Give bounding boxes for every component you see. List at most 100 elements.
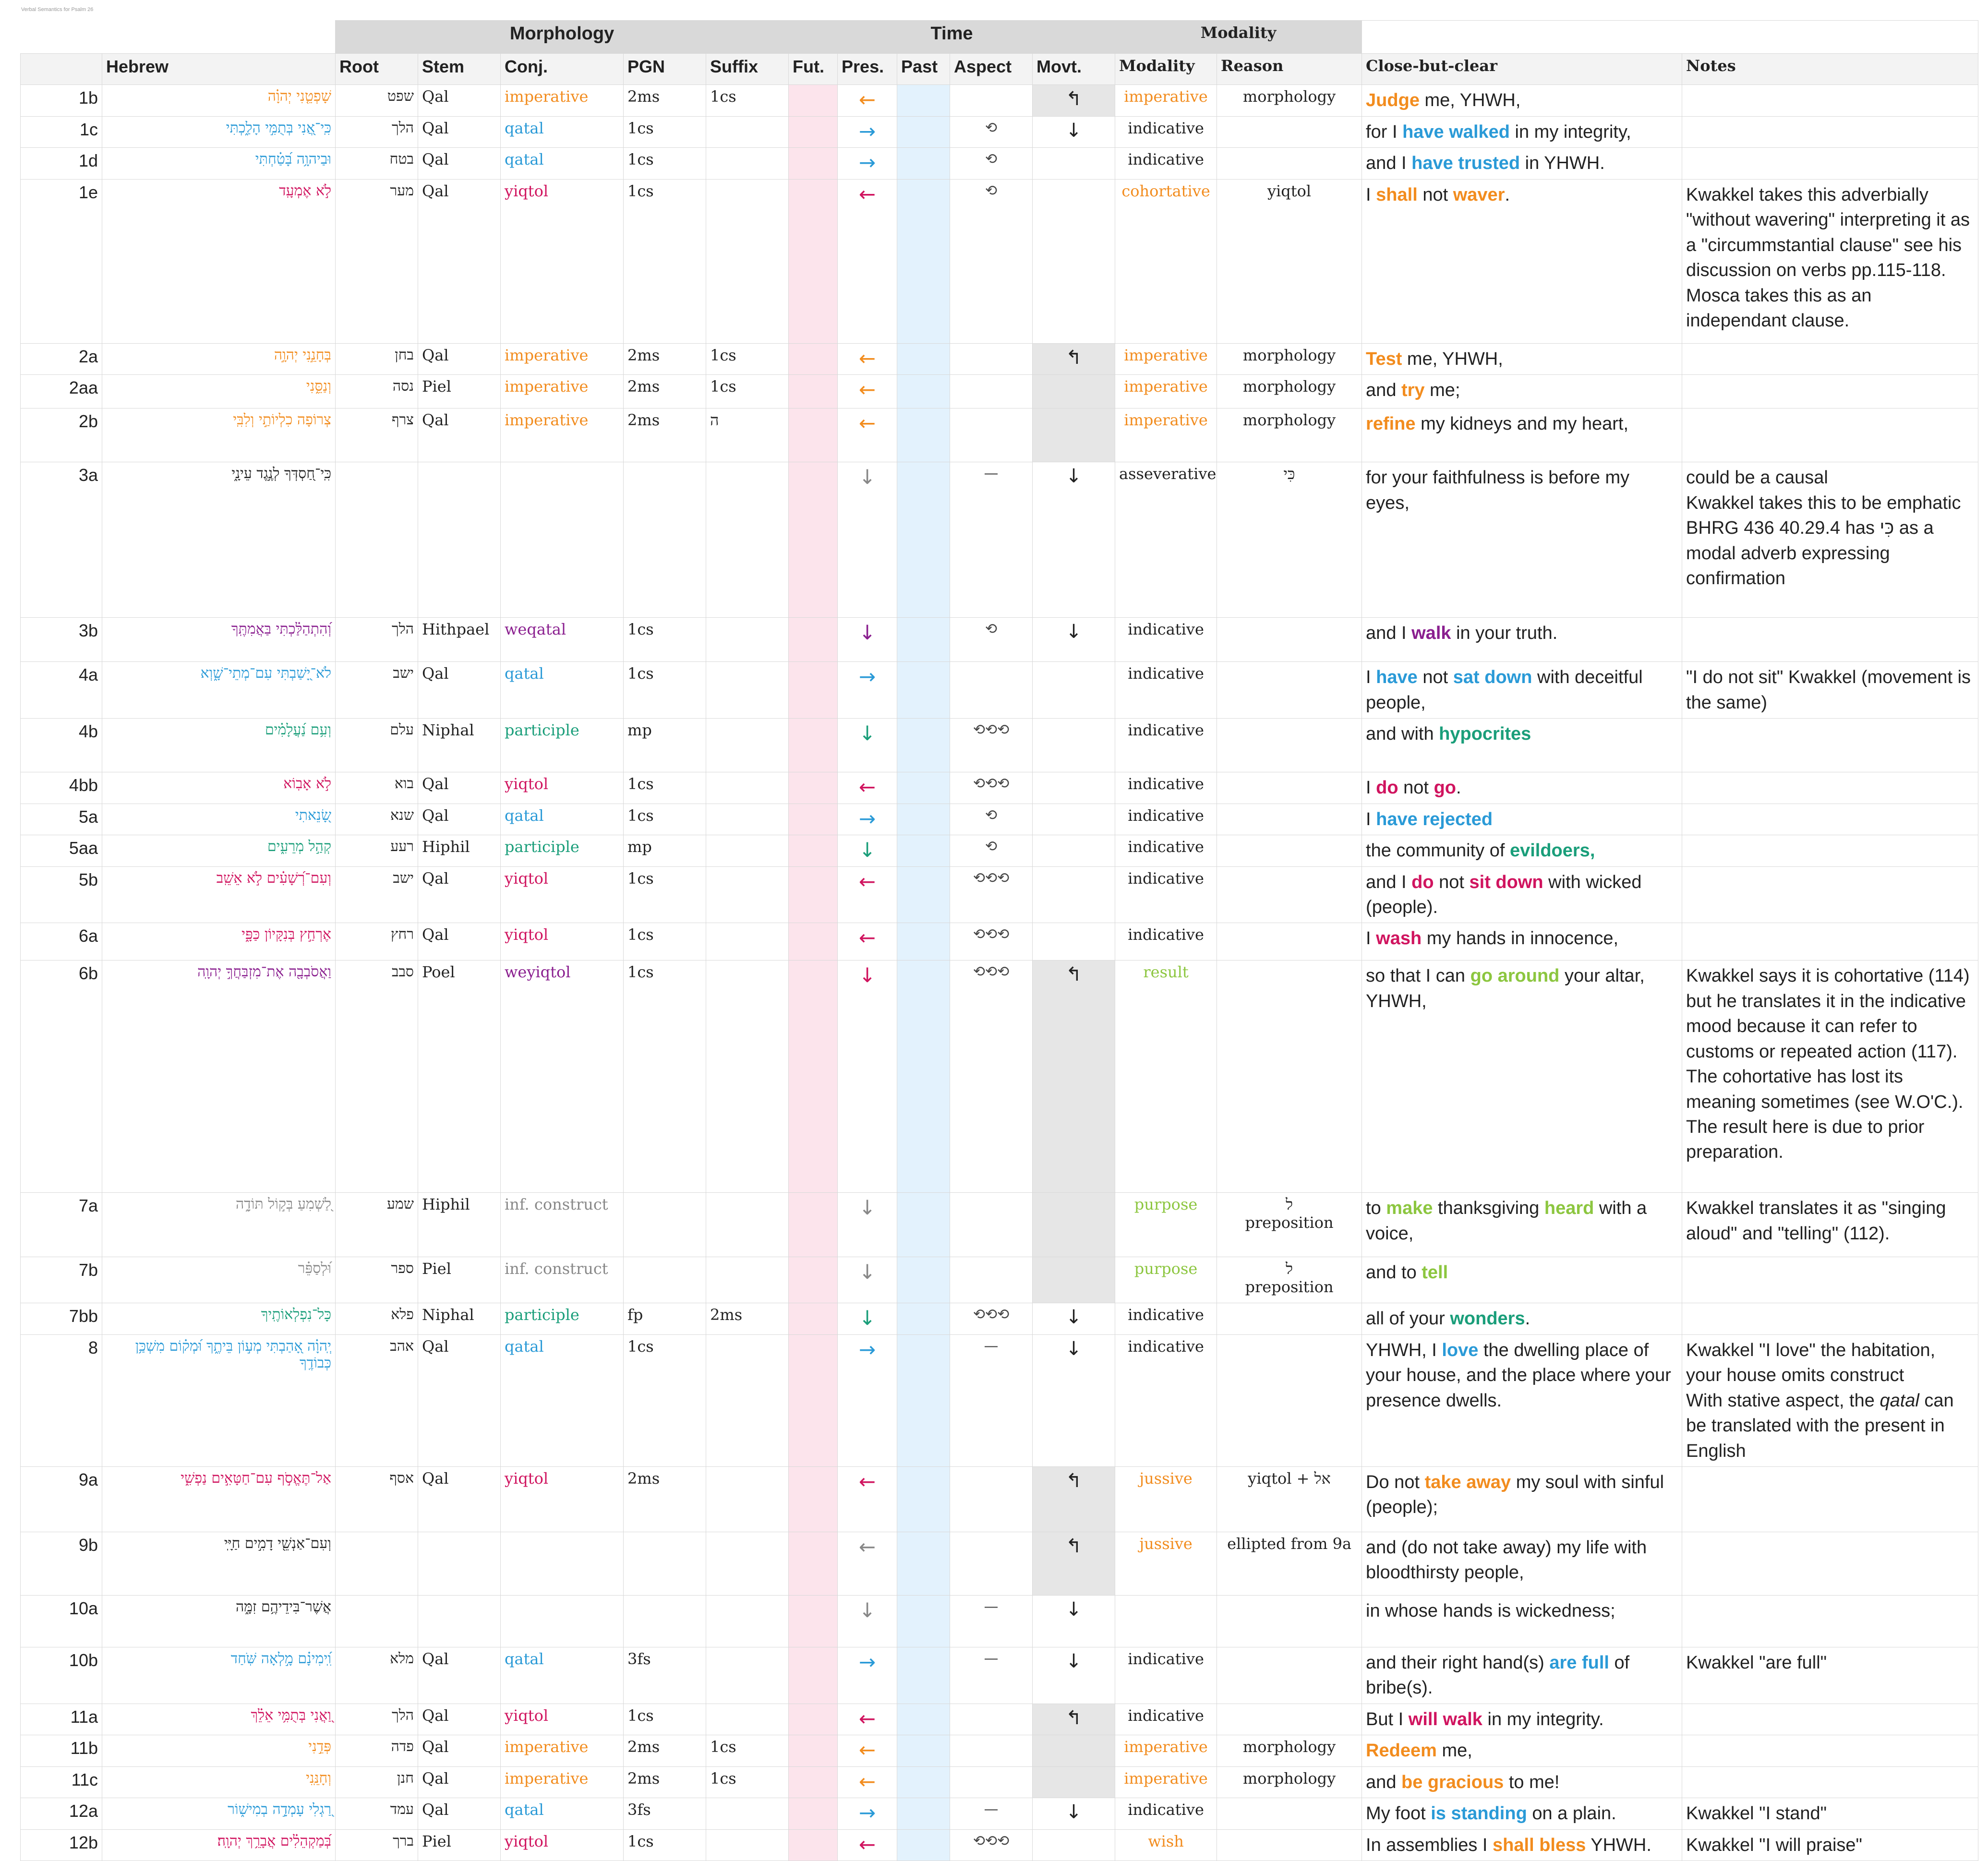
verse-id: 3b — [20, 617, 102, 662]
suffix-cell: ה — [705, 408, 789, 463]
notes-cell — [1682, 835, 1979, 867]
suffix-cell: 1cs — [705, 343, 789, 375]
suffix-cell — [705, 179, 789, 344]
stem-cell: Qal — [418, 803, 501, 836]
future-cell — [788, 1466, 838, 1532]
present-cell: ↓ — [837, 1595, 898, 1647]
conj-cell: yiqtol — [500, 179, 624, 344]
stem-cell: Qal — [418, 1647, 501, 1704]
translation-text: my soul with sinful (people); — [1366, 1472, 1664, 1518]
translation-cell: I do not go. — [1361, 772, 1683, 804]
notes-cell: Kwakkel "are full" — [1682, 1647, 1979, 1704]
future-cell — [788, 661, 838, 719]
present-cell: → — [837, 1334, 898, 1467]
hebrew-text: וִֽ֝ימִינָ֗ם מָ֣לְאָה שֹּֽׁחַד — [102, 1647, 336, 1704]
translation-text: to me! — [1504, 1772, 1560, 1792]
verse-id: 7a — [20, 1192, 102, 1258]
modality-cell: indicative — [1115, 661, 1217, 719]
past-cell — [897, 179, 951, 344]
hebrew-text: וְעִם־אַנְשֵׁ֖י דָמִ֣ים חַיָּֽי — [102, 1532, 336, 1596]
translation-text: not — [1434, 872, 1470, 892]
translation-text: and I — [1366, 872, 1412, 892]
modality-cell: wish — [1115, 1829, 1217, 1861]
aspect-cell — [950, 1532, 1033, 1596]
hebrew-text: וַ֭אֲנִי בְּתֻמִּ֥י אֵלֵ֗ךְ — [102, 1703, 336, 1736]
hebrew-text: וְחָנֵּֽנִי — [102, 1766, 336, 1799]
modality-cell: purpose — [1115, 1257, 1217, 1304]
past-cell — [897, 866, 951, 924]
translation-text: I — [1366, 778, 1376, 798]
conj-cell: imperative — [500, 1766, 624, 1799]
table-row: 10a אֲשֶׁר־בִּידֵיהֶ֥ם זִמָּ֑ה ↓ — ↓ in whose… — [20, 1595, 1979, 1647]
future-cell — [788, 772, 838, 804]
table-row: 11a וַ֭אֲנִי בְּתֻמִּ֥י אֵלֵ֗ךְ הלך Qal yiqt… — [20, 1703, 1979, 1736]
stem-cell: Qal — [418, 116, 501, 148]
notes-cell: Kwakkel "I stand" — [1682, 1798, 1979, 1830]
past-cell — [897, 116, 951, 148]
verse-id: 11c — [20, 1766, 102, 1799]
movement-cell — [1032, 772, 1116, 804]
table-row: 1e לֹ֣א אֶמְעָֽד מער Qal yiqtol 1cs ← ⟲ cohortat… — [20, 179, 1979, 344]
modality-cell: indicative — [1115, 1647, 1217, 1704]
suffix-cell: 1cs — [705, 1766, 789, 1799]
modality-cell: asseverative — [1115, 462, 1217, 618]
movement-cell — [1032, 923, 1116, 961]
past-cell — [897, 1647, 951, 1704]
translation-text: My foot — [1366, 1803, 1431, 1824]
aspect-cell: ⟲ — [950, 116, 1033, 148]
translation-cell: I have rejected — [1361, 803, 1683, 836]
translation-text: YHWH, I — [1366, 1340, 1442, 1360]
arrow-turn-up-icon: ↰ — [1065, 963, 1082, 986]
arrow-down-icon: ↓ — [858, 465, 876, 489]
hebrew-text: וַאֲסֹבְבָ֖ה אֶת־מִזְבַּחֲךָ֣ יְהוָֽה — [102, 960, 336, 1193]
arrow-down-icon: ↓ — [1065, 621, 1082, 643]
verse-id: 5b — [20, 866, 102, 924]
aspect-cell: ⟲⟲⟲ — [950, 718, 1033, 773]
group-header-time: Time — [788, 20, 1116, 54]
highlighted-verb: are full — [1549, 1653, 1609, 1673]
aspect-cell: — — [950, 1334, 1033, 1467]
reason-cell: morphology — [1217, 1735, 1362, 1767]
verse-id: 4a — [20, 661, 102, 719]
present-cell: → — [837, 803, 898, 836]
future-cell — [788, 960, 838, 1193]
past-cell — [897, 803, 951, 836]
root-cell: פדה — [335, 1735, 418, 1767]
translation-cell: for your faithfulness is before my eyes, — [1361, 462, 1683, 618]
pgn-cell — [623, 1532, 706, 1596]
arrow-left-icon: ← — [858, 1738, 876, 1762]
movement-cell: ↓ — [1032, 1595, 1116, 1647]
arrow-left-icon: ← — [858, 1535, 876, 1559]
group-header-row: Morphology Time Modality — [20, 20, 1979, 54]
aspect-cell: ⟲⟲⟲ — [950, 1303, 1033, 1335]
highlighted-verb: go around — [1470, 966, 1560, 986]
arrow-left-icon: ← — [858, 1769, 876, 1793]
arrow-left-icon: ← — [858, 378, 876, 402]
verse-id: 4bb — [20, 772, 102, 804]
verse-id: 11a — [20, 1703, 102, 1736]
translation-cell: In assemblies I shall bless YHWH. — [1361, 1829, 1683, 1861]
translation-cell: My foot is standing on a plain. — [1361, 1798, 1683, 1830]
past-cell — [897, 1735, 951, 1767]
modality-cell: imperative — [1115, 1735, 1217, 1767]
future-cell — [788, 147, 838, 180]
modality-cell: indicative — [1115, 835, 1217, 867]
reason-cell: morphology — [1217, 1766, 1362, 1799]
table-row: 5a שָׂ֭נֵאתִי שנא Qal qatal 1cs → ⟲ indicative I … — [20, 803, 1979, 836]
translation-text: with wicked (people). — [1366, 872, 1642, 917]
modality-cell: purpose — [1115, 1192, 1217, 1258]
present-cell: → — [837, 116, 898, 148]
table-row: 11c וְחָנֵּֽנִי חנן Qal imperative 2ms 1cs ← imp… — [20, 1766, 1979, 1799]
movement-cell: ↰ — [1032, 343, 1116, 375]
translation-text: not — [1398, 778, 1434, 798]
translation-cell: and try me; — [1361, 374, 1683, 409]
past-cell — [897, 1766, 951, 1799]
aspect-cell: ⟲⟲⟲ — [950, 1829, 1033, 1861]
past-cell — [897, 923, 951, 961]
root-cell — [335, 1595, 418, 1647]
translation-cell: refine my kidneys and my heart, — [1361, 408, 1683, 463]
hebrew-text: לַ֭שְׁמִעַ בְּק֣וֹל תּוֹדָ֑ה — [102, 1192, 336, 1258]
verse-id: 1c — [20, 116, 102, 148]
arrow-left-icon: ← — [858, 926, 876, 950]
modality-cell: indicative — [1115, 718, 1217, 773]
